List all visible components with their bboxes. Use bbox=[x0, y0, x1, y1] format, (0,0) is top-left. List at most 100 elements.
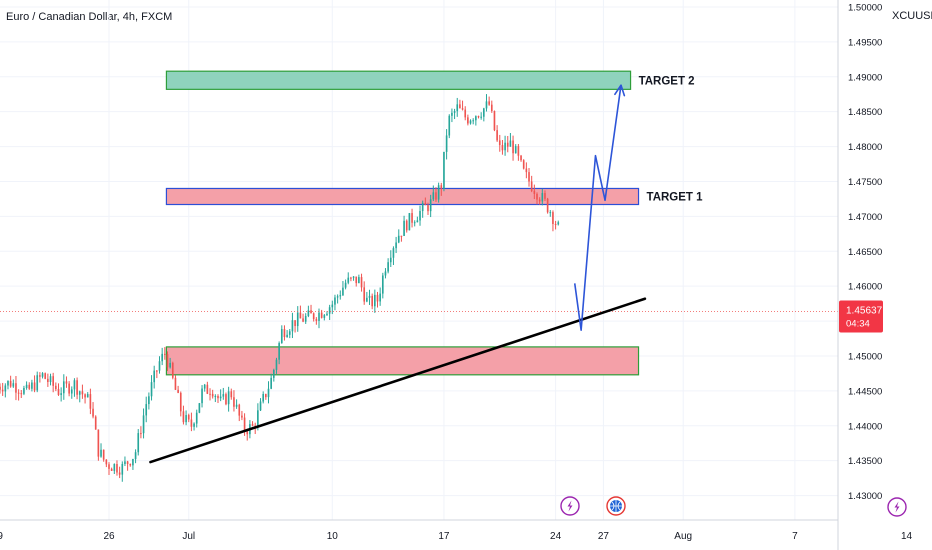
candle-body bbox=[225, 394, 227, 405]
candle-body bbox=[419, 211, 421, 221]
candle-body bbox=[270, 377, 272, 389]
candle-body bbox=[241, 415, 243, 418]
candle-body bbox=[403, 220, 405, 236]
candle-body bbox=[182, 411, 185, 423]
candle-body bbox=[538, 199, 541, 202]
candle-body bbox=[272, 369, 275, 378]
candle-body bbox=[344, 282, 347, 288]
candle-body bbox=[217, 396, 219, 399]
candle-body bbox=[36, 375, 39, 391]
candle-body bbox=[304, 316, 307, 322]
candle-body bbox=[193, 423, 195, 427]
zone-rect[interactable] bbox=[165, 70, 632, 90]
candle-body bbox=[334, 297, 336, 305]
candle-body bbox=[41, 373, 44, 377]
candle-body bbox=[235, 404, 238, 407]
candle-body bbox=[331, 304, 334, 308]
y-tick-label: 1.46000 bbox=[848, 282, 882, 293]
candle-body bbox=[488, 101, 490, 105]
candle-body bbox=[171, 362, 174, 378]
candle-body bbox=[238, 404, 241, 416]
candle-body bbox=[427, 205, 429, 212]
y-tick-label: 1.47000 bbox=[848, 212, 882, 223]
x-tick-label: Jul bbox=[182, 531, 195, 542]
candle-body bbox=[461, 108, 464, 110]
candle-body bbox=[148, 396, 150, 405]
candle-body bbox=[73, 380, 76, 390]
candle-body bbox=[336, 296, 339, 298]
candle-body bbox=[469, 120, 472, 124]
candle-body bbox=[233, 397, 235, 407]
zone-rect[interactable] bbox=[165, 346, 640, 376]
candle-body bbox=[429, 199, 432, 212]
candle-body bbox=[522, 160, 525, 169]
candle-body bbox=[464, 109, 467, 118]
zone-label: TARGET 2 bbox=[639, 75, 695, 87]
candle-body bbox=[23, 388, 25, 394]
candle-body bbox=[209, 393, 211, 395]
candle-body bbox=[310, 310, 312, 314]
candle-body bbox=[116, 464, 118, 473]
candle-body bbox=[198, 403, 201, 413]
candle-body bbox=[219, 396, 222, 399]
candle-body bbox=[102, 449, 105, 460]
candle-body bbox=[517, 146, 520, 156]
candle-body bbox=[350, 277, 352, 279]
candle-body bbox=[132, 459, 134, 466]
candle-body bbox=[467, 117, 469, 124]
candle-body bbox=[140, 433, 142, 435]
y-tick-label: 1.45000 bbox=[848, 351, 882, 362]
chart-title: Euro / Canadian Dollar, 4h, FXCM bbox=[6, 11, 173, 23]
candle-body bbox=[190, 419, 193, 427]
candle-body bbox=[448, 115, 451, 136]
candle-body bbox=[275, 359, 278, 370]
candle-body bbox=[363, 287, 366, 302]
candle-body bbox=[33, 382, 36, 391]
candle-body bbox=[318, 312, 320, 321]
candle-body bbox=[4, 385, 7, 392]
candle-body bbox=[299, 312, 302, 319]
x-tick-label: 17 bbox=[438, 531, 450, 542]
candle-body bbox=[360, 277, 363, 288]
candle-body bbox=[97, 429, 100, 457]
candle-body bbox=[384, 271, 387, 276]
candle-body bbox=[121, 463, 124, 475]
candle-body bbox=[9, 380, 12, 387]
candle-body bbox=[374, 294, 376, 307]
current-price-value: 1.45637 bbox=[846, 306, 883, 317]
candle-body bbox=[477, 116, 480, 118]
y-tick-label: 1.46500 bbox=[848, 247, 882, 258]
candle-body bbox=[17, 392, 20, 394]
x-tick-label: 10 bbox=[327, 531, 339, 542]
candle-body bbox=[158, 361, 161, 371]
candle-body bbox=[296, 312, 299, 327]
candle-body bbox=[156, 370, 158, 372]
zone-rect[interactable] bbox=[165, 187, 640, 206]
candle-body bbox=[483, 108, 485, 117]
candle-body bbox=[509, 140, 512, 147]
candle-body bbox=[525, 168, 528, 173]
candle-body bbox=[206, 384, 209, 394]
candle-body bbox=[291, 320, 294, 332]
candle-body bbox=[323, 315, 326, 318]
candle-body bbox=[126, 461, 129, 464]
candle-body bbox=[78, 391, 81, 395]
candle-body bbox=[504, 142, 506, 151]
candle-body bbox=[70, 389, 73, 394]
candle-body bbox=[315, 319, 318, 321]
trendline[interactable] bbox=[149, 297, 647, 464]
candle-body bbox=[533, 190, 536, 194]
compare-symbol[interactable]: XCUUSD, bbox=[892, 10, 932, 22]
candle-body bbox=[283, 329, 286, 338]
projection-path[interactable] bbox=[573, 85, 622, 331]
candle-body bbox=[203, 384, 206, 389]
candle-body bbox=[554, 224, 557, 226]
candle-body bbox=[55, 385, 57, 390]
x-tick-label: 27 bbox=[598, 531, 610, 542]
candle-body bbox=[437, 185, 440, 200]
candle-body bbox=[302, 318, 304, 322]
candle-body bbox=[65, 381, 68, 384]
zone-label: TARGET 1 bbox=[647, 191, 704, 203]
candle-body bbox=[105, 459, 108, 465]
